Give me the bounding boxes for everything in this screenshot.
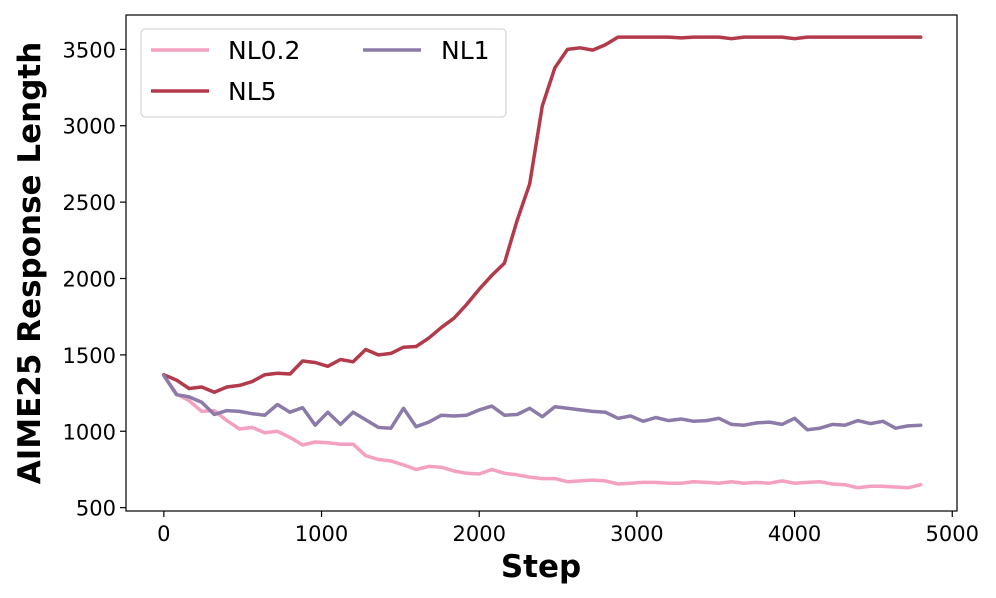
series-line-nl1	[162, 373, 923, 432]
y-axis-ticks: 500 1000 1500 2000 2500 3000 3500	[63, 38, 126, 521]
y-tick-label: 1500	[63, 344, 116, 368]
series-line-nl5	[162, 35, 923, 395]
legend-label-nl5: NL5	[228, 77, 277, 106]
x-axis-title: Step	[501, 549, 581, 585]
x-tick-label: 0	[157, 522, 170, 546]
y-tick-label: 3500	[63, 38, 116, 62]
y-axis-title: AIME25 Response Length	[12, 42, 48, 485]
y-tick-label: 3000	[63, 115, 116, 139]
x-axis-ticks: 0 1000 2000 3000 4000 5000	[157, 511, 979, 546]
series-lines	[162, 35, 923, 490]
x-tick-label: 4000	[768, 522, 821, 546]
y-tick-label: 2500	[63, 191, 116, 215]
x-tick-label: 3000	[610, 522, 663, 546]
x-tick-label: 1000	[295, 522, 348, 546]
y-tick-label: 1000	[63, 420, 116, 444]
legend: NL0.2 NL5 NL1	[140, 28, 507, 118]
y-tick-label: 500	[76, 497, 116, 521]
series-line-nl0-2	[162, 373, 923, 490]
y-tick-label: 2000	[63, 268, 116, 292]
legend-label-nl0-2: NL0.2	[228, 36, 300, 65]
legend-label-nl1: NL1	[441, 36, 490, 65]
x-tick-label: 2000	[452, 522, 505, 546]
x-tick-label: 5000	[926, 522, 979, 546]
